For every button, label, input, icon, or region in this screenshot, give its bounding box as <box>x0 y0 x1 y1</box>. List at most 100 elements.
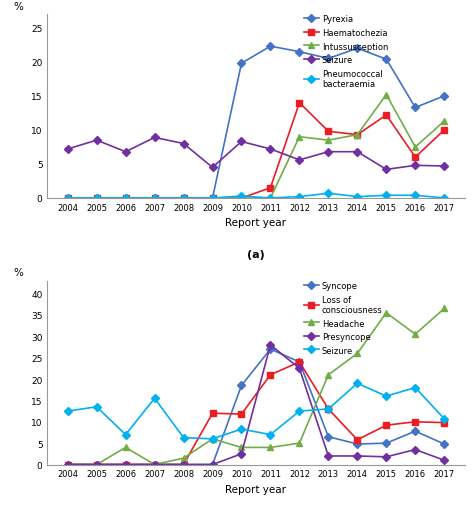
Headache <box>94 462 100 468</box>
Pneumococcal
bacteraemia <box>412 193 418 199</box>
Pyrexia <box>383 57 389 63</box>
Headache <box>181 455 186 461</box>
Intussusception <box>412 144 418 150</box>
Pyrexia <box>123 195 128 201</box>
Intussusception <box>181 195 186 201</box>
Headache <box>152 462 157 468</box>
Seizure <box>383 393 389 399</box>
Loss of
consciousness <box>94 462 100 468</box>
Intussusception <box>123 195 128 201</box>
Pneumococcal
bacteraemia <box>326 191 331 197</box>
Syncope <box>181 462 186 468</box>
Pneumococcal
bacteraemia <box>94 195 100 201</box>
Syncope <box>152 462 157 468</box>
Syncope <box>355 441 360 447</box>
Intussusception <box>210 195 215 201</box>
Seizure <box>355 380 360 386</box>
Presyncope <box>94 462 100 468</box>
Y-axis label: %: % <box>13 2 23 12</box>
Line: Loss of
consciousness: Loss of consciousness <box>65 360 447 467</box>
Pyrexia <box>326 56 331 62</box>
Haematochezia <box>355 132 360 138</box>
Y-axis label: %: % <box>13 268 23 277</box>
Syncope <box>383 440 389 446</box>
Loss of
consciousness <box>238 411 244 417</box>
Seizure <box>181 141 186 147</box>
Pneumococcal
bacteraemia <box>238 193 244 199</box>
Headache <box>383 310 389 316</box>
Haematochezia <box>268 185 273 191</box>
Pneumococcal
bacteraemia <box>65 195 71 201</box>
Syncope <box>268 346 273 352</box>
Pneumococcal
bacteraemia <box>441 195 447 201</box>
Seizure <box>268 146 273 153</box>
Pyrexia <box>441 93 447 99</box>
Intussusception <box>268 195 273 201</box>
Presyncope <box>326 453 331 459</box>
Headache <box>238 444 244 450</box>
Headache <box>210 436 215 442</box>
Seizure <box>238 139 244 145</box>
Presyncope <box>297 366 302 372</box>
Haematochezia <box>94 195 100 201</box>
Seizure <box>238 426 244 432</box>
Syncope <box>441 441 447 447</box>
Pyrexia <box>268 44 273 50</box>
Syncope <box>326 434 331 440</box>
Syncope <box>238 383 244 389</box>
Presyncope <box>412 446 418 452</box>
Syncope <box>297 359 302 365</box>
Presyncope <box>441 458 447 464</box>
Seizure <box>441 416 447 422</box>
Line: Pyrexia: Pyrexia <box>65 44 447 201</box>
Line: Seizure: Seizure <box>65 135 447 173</box>
Pyrexia <box>94 195 100 201</box>
Pneumococcal
bacteraemia <box>383 193 389 199</box>
Syncope <box>412 428 418 434</box>
Seizure <box>65 408 71 414</box>
Loss of
consciousness <box>441 420 447 426</box>
Line: Pneumococcal
bacteraemia: Pneumococcal bacteraemia <box>65 191 447 201</box>
Line: Presyncope: Presyncope <box>65 342 447 467</box>
Seizure <box>210 436 215 442</box>
Line: Headache: Headache <box>65 306 447 467</box>
Haematochezia <box>152 195 157 201</box>
Loss of
consciousness <box>412 419 418 425</box>
Pneumococcal
bacteraemia <box>355 194 360 200</box>
Loss of
consciousness <box>152 462 157 468</box>
Intussusception <box>94 195 100 201</box>
Seizure <box>123 149 128 156</box>
Loss of
consciousness <box>210 411 215 417</box>
Loss of
consciousness <box>123 462 128 468</box>
Seizure <box>383 167 389 173</box>
Intussusception <box>383 92 389 98</box>
Loss of
consciousness <box>65 462 71 468</box>
Syncope <box>210 462 215 468</box>
X-axis label: Report year: Report year <box>226 484 286 494</box>
Pneumococcal
bacteraemia <box>210 195 215 201</box>
Intussusception <box>326 138 331 144</box>
Seizure <box>441 164 447 170</box>
Seizure <box>412 385 418 391</box>
Seizure <box>355 149 360 156</box>
Haematochezia <box>297 100 302 107</box>
Seizure <box>152 135 157 141</box>
Pneumococcal
bacteraemia <box>297 194 302 200</box>
Seizure <box>412 163 418 169</box>
Syncope <box>123 462 128 468</box>
Seizure <box>326 406 331 412</box>
Intussusception <box>355 132 360 138</box>
Intussusception <box>65 195 71 201</box>
Presyncope <box>210 462 215 468</box>
Presyncope <box>123 462 128 468</box>
Loss of
consciousness <box>326 406 331 412</box>
Haematochezia <box>65 195 71 201</box>
Line: Syncope: Syncope <box>65 346 447 467</box>
Pyrexia <box>412 105 418 111</box>
Haematochezia <box>123 195 128 201</box>
Line: Haematochezia: Haematochezia <box>65 100 447 201</box>
Pneumococcal
bacteraemia <box>268 195 273 201</box>
Intussusception <box>152 195 157 201</box>
Seizure <box>152 395 157 401</box>
Seizure <box>181 435 186 441</box>
